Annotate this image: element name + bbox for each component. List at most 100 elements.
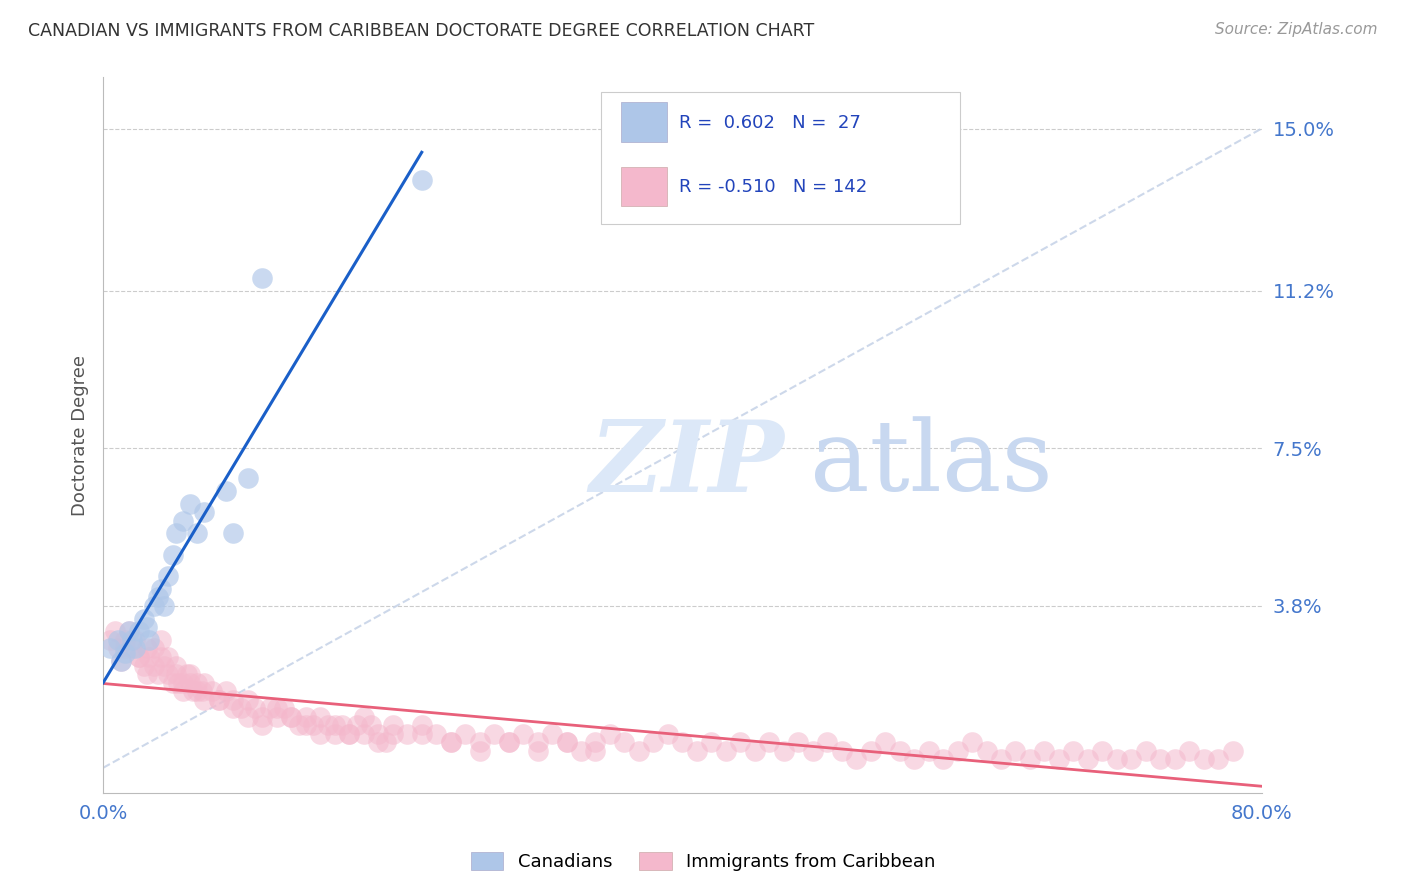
Point [179, 497, 201, 511]
Point [128, 624, 150, 639]
Point [193, 692, 215, 706]
Point [167, 675, 190, 690]
Point [744, 744, 766, 758]
Point [627, 744, 650, 758]
Point [138, 632, 160, 647]
Text: Source: ZipAtlas.com: Source: ZipAtlas.com [1215, 22, 1378, 37]
Point [142, 641, 165, 656]
Point [787, 735, 810, 749]
Point [498, 735, 520, 749]
Point [815, 735, 838, 749]
Point [236, 709, 259, 723]
Point [875, 735, 897, 749]
Point [157, 650, 180, 665]
Point [381, 727, 404, 741]
Point [367, 735, 389, 749]
Text: ZIP: ZIP [589, 416, 785, 512]
Point [287, 718, 309, 732]
Point [295, 709, 318, 723]
Point [425, 727, 447, 741]
Text: R = -0.510   N = 142: R = -0.510 N = 142 [679, 178, 868, 196]
Point [316, 718, 339, 732]
Point [1222, 744, 1244, 758]
Point [889, 744, 911, 758]
Point [758, 735, 780, 749]
Point [396, 727, 419, 741]
Point [153, 599, 176, 613]
Point [150, 650, 173, 665]
Point [323, 727, 346, 741]
Point [1047, 752, 1070, 766]
Point [585, 735, 607, 749]
Point [374, 735, 396, 749]
Point [273, 701, 295, 715]
Point [107, 641, 129, 656]
Point [114, 646, 136, 660]
Point [252, 709, 274, 723]
Point [526, 735, 548, 749]
Point [302, 718, 325, 732]
Point [1077, 752, 1099, 766]
Point [252, 718, 274, 732]
Point [353, 727, 375, 741]
Point [1105, 752, 1128, 766]
Point [932, 752, 955, 766]
Point [801, 744, 824, 758]
Point [153, 658, 176, 673]
Point [186, 526, 208, 541]
Point [1121, 752, 1143, 766]
Point [215, 684, 238, 698]
Point [172, 675, 194, 690]
Point [193, 505, 215, 519]
Point [124, 632, 146, 647]
Point [1149, 752, 1171, 766]
Point [1192, 752, 1215, 766]
Point [259, 701, 281, 715]
Point [132, 612, 155, 626]
Point [135, 641, 157, 656]
Point [162, 675, 184, 690]
Point [186, 684, 208, 698]
Point [700, 735, 723, 749]
Point [585, 744, 607, 758]
Point [121, 641, 143, 656]
Point [468, 744, 491, 758]
Point [165, 526, 187, 541]
Point [323, 718, 346, 732]
Point [599, 727, 621, 741]
Point [541, 727, 564, 741]
Point [165, 667, 187, 681]
Point [569, 744, 592, 758]
Point [337, 727, 360, 741]
Point [165, 658, 187, 673]
Point [309, 709, 332, 723]
Point [215, 483, 238, 498]
Point [613, 735, 636, 749]
Point [146, 667, 169, 681]
Point [1178, 744, 1201, 758]
Point [482, 727, 505, 741]
Point [917, 744, 939, 758]
Point [181, 684, 204, 698]
Point [686, 744, 709, 758]
Point [138, 650, 160, 665]
Point [859, 744, 882, 758]
Point [1206, 752, 1229, 766]
Point [831, 744, 853, 758]
Point [150, 632, 173, 647]
Point [1062, 744, 1084, 758]
Point [208, 692, 231, 706]
Point [1091, 744, 1114, 758]
Point [157, 667, 180, 681]
Point [110, 654, 132, 668]
Point [128, 650, 150, 665]
FancyBboxPatch shape [621, 103, 668, 142]
Point [172, 684, 194, 698]
Point [411, 727, 433, 741]
Point [1004, 744, 1026, 758]
Point [208, 692, 231, 706]
Point [266, 701, 288, 715]
Point [118, 624, 141, 639]
Point [346, 718, 368, 732]
Point [367, 727, 389, 741]
